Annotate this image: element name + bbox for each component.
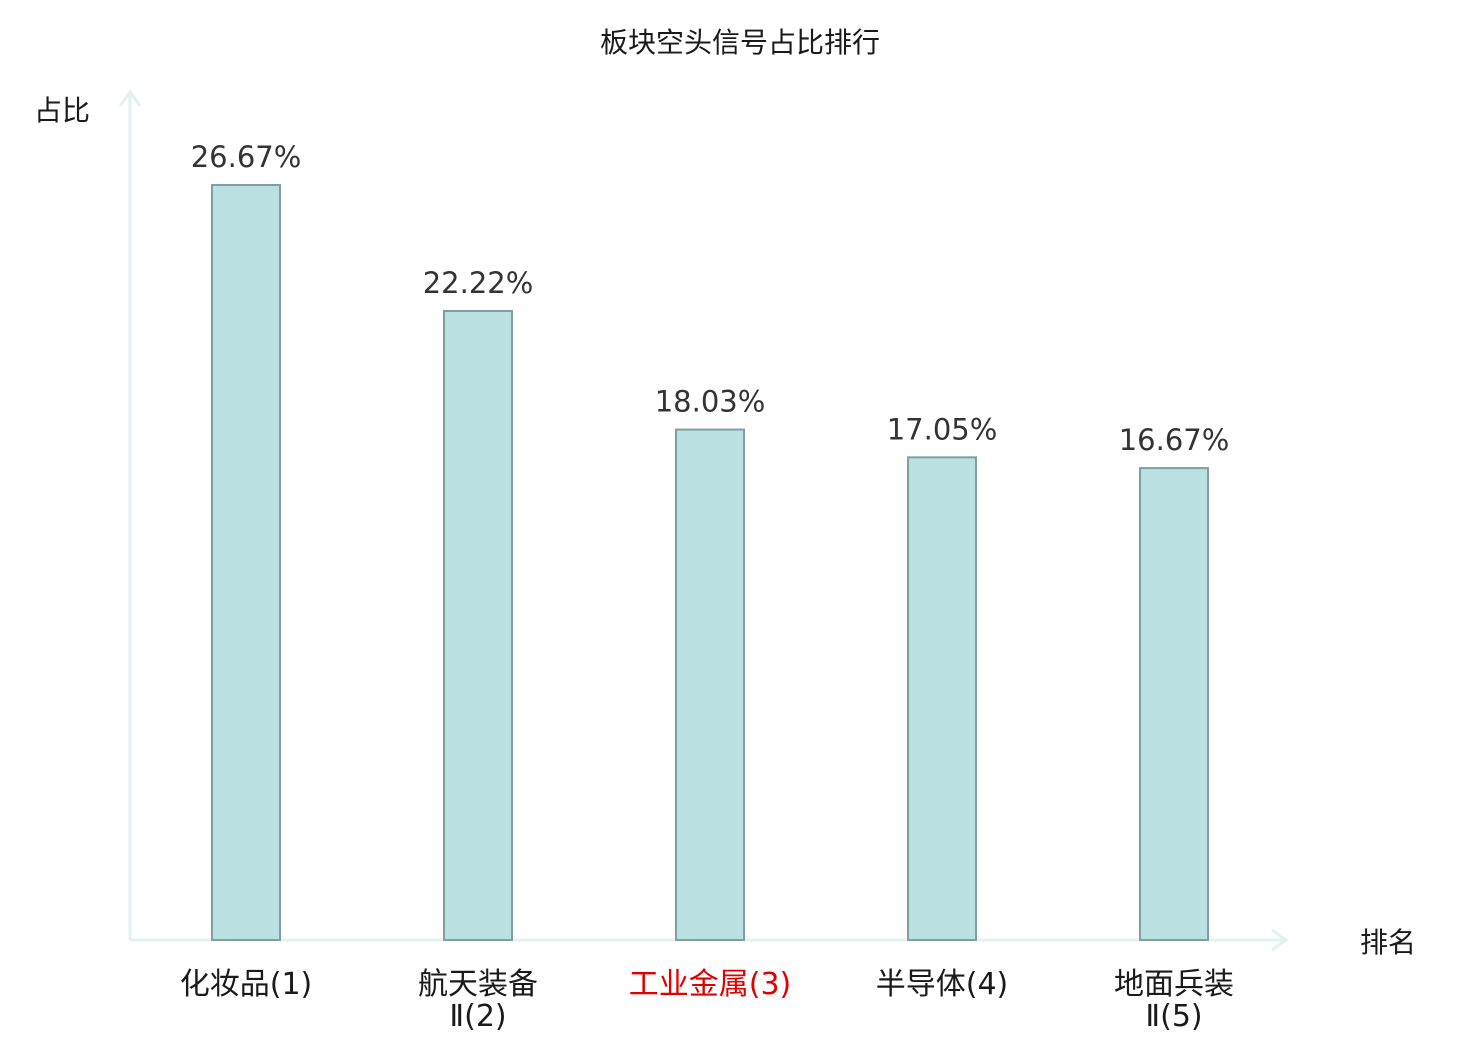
value-labels: 26.67% 22.22% 18.03% 17.05% 16.67% xyxy=(191,140,1230,457)
category-label: 地面兵装 Ⅱ(5) xyxy=(1114,967,1234,1034)
y-axis xyxy=(118,89,142,940)
bars xyxy=(211,184,1209,942)
bar-value-label: 16.67% xyxy=(1119,423,1230,457)
bar xyxy=(675,428,745,941)
category-label: 化妆品(1) xyxy=(180,967,313,1002)
category-labels: 化妆品(1) 航天装备 Ⅱ(2) 工业金属(3) 半导体(4) 地面兵装 Ⅱ(5) xyxy=(180,967,1234,1034)
bar xyxy=(1139,467,1209,941)
chart-title: 板块空头信号占比排行 xyxy=(600,26,880,59)
bar-value-label: 26.67% xyxy=(191,140,302,174)
category-label: 航天装备 Ⅱ(2) xyxy=(418,967,538,1034)
bar xyxy=(211,184,281,941)
bar xyxy=(907,456,977,941)
y-axis-label: 占比 xyxy=(34,94,90,127)
bar-value-label: 18.03% xyxy=(655,385,766,419)
category-label: 工业金属(3) xyxy=(629,967,792,1002)
x-axis-label: 排名 xyxy=(1360,926,1416,959)
bar-value-label: 17.05% xyxy=(887,412,998,446)
bar-value-label: 22.22% xyxy=(423,266,534,300)
bar xyxy=(443,309,513,942)
category-label: 半导体(4) xyxy=(876,967,1009,1002)
